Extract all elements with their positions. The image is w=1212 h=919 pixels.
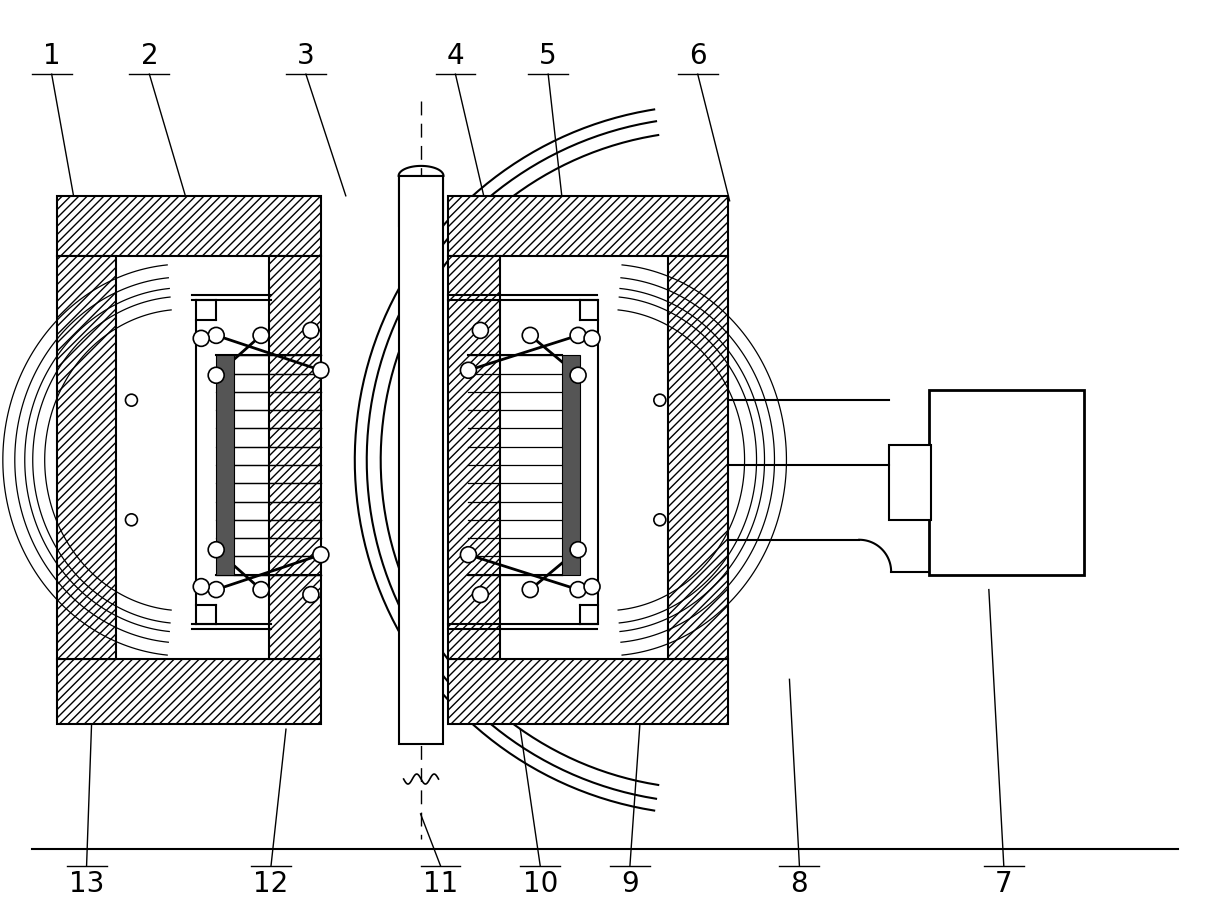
Circle shape [208,542,224,558]
Circle shape [253,582,269,597]
Bar [448,196,727,255]
Circle shape [653,514,665,526]
Text: 9: 9 [621,869,639,898]
Circle shape [584,331,600,346]
Circle shape [570,542,587,558]
Text: 8: 8 [790,869,808,898]
Circle shape [253,327,269,344]
Bar [57,196,321,255]
Circle shape [208,327,224,344]
Text: 2: 2 [141,42,159,70]
Bar [57,255,116,660]
Circle shape [584,579,600,595]
Text: 3: 3 [297,42,315,70]
Text: 4: 4 [447,42,464,70]
Bar [562,356,581,574]
Bar [399,176,444,226]
Text: 10: 10 [522,869,558,898]
Circle shape [126,514,137,526]
Circle shape [313,362,328,379]
Circle shape [193,579,210,595]
Circle shape [570,327,587,344]
Bar [399,176,444,744]
Circle shape [522,582,538,597]
Bar [501,255,668,660]
Text: 1: 1 [42,42,61,70]
Circle shape [208,582,224,597]
Text: 13: 13 [69,869,104,898]
Bar [668,255,727,660]
Circle shape [461,547,476,562]
Text: 5: 5 [539,42,558,70]
Circle shape [473,586,488,603]
Circle shape [522,327,538,344]
Circle shape [473,323,488,338]
Circle shape [313,547,328,562]
Circle shape [570,368,587,383]
Bar [116,255,269,660]
Circle shape [570,582,587,597]
Circle shape [303,586,319,603]
Circle shape [653,394,665,406]
Circle shape [193,331,210,346]
Bar [448,255,501,660]
Text: 12: 12 [253,869,288,898]
Circle shape [303,323,319,338]
Bar [448,660,727,724]
Bar [930,391,1084,574]
Bar [269,255,321,660]
Text: 7: 7 [995,869,1012,898]
Text: 11: 11 [423,869,458,898]
Bar [57,660,321,724]
Bar [216,356,234,574]
Bar [890,445,931,520]
Circle shape [208,368,224,383]
Circle shape [461,362,476,379]
Circle shape [126,394,137,406]
Text: 6: 6 [688,42,707,70]
